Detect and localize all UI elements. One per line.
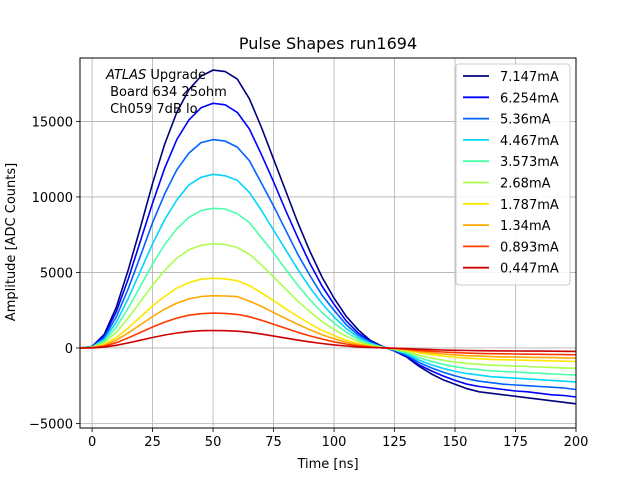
series-line [79, 69, 577, 405]
x-tick-label: 200 [564, 435, 589, 450]
y-axis-label: Amplitude [ADC Counts] [4, 163, 19, 321]
y-tick-label: −5000 [29, 417, 73, 432]
legend-entry: 3.573mA [500, 155, 559, 170]
x-tick-label: 125 [382, 435, 407, 450]
legend-entry: 7.147mA [500, 70, 559, 85]
legend-entry: 5.36mA [500, 113, 551, 128]
annotation-line: ATLAS Upgrade [105, 68, 206, 83]
x-tick-label: 75 [265, 435, 282, 450]
x-tick-label: 100 [322, 435, 347, 450]
series-line [79, 277, 577, 363]
y-tick-label: 5000 [40, 266, 73, 281]
x-tick-label: 150 [443, 435, 468, 450]
series-line [79, 173, 577, 383]
legend-entry: 1.34mA [500, 219, 551, 234]
legend-entry: 0.447mA [500, 262, 559, 277]
y-tick-label: 15000 [32, 115, 73, 130]
legend-entry: 0.893mA [500, 240, 559, 255]
legend-entry: 4.467mA [500, 134, 559, 149]
series-lines [79, 69, 577, 405]
x-tick-label: 25 [144, 435, 161, 450]
legend: 7.147mA 6.254mA 5.36mA 4.467mA 3.573mA 2.68mA… [455, 63, 571, 286]
atlas-annotation: ATLAS Upgrade Board 634 25ohm Ch059 7dB … [105, 68, 227, 117]
series-line [79, 138, 577, 391]
x-axis-label: Time [ns] [296, 457, 358, 472]
series-line [79, 329, 577, 353]
series-line [79, 207, 577, 376]
plot-frame [79, 57, 577, 429]
x-tick-label: 50 [205, 435, 222, 450]
chart-title: Pulse Shapes run1694 [239, 34, 417, 53]
y-tick-label: 10000 [32, 191, 73, 206]
legend-entry: 2.68mA [500, 177, 551, 192]
series-line [79, 294, 577, 359]
axis-ticks: 0 25 50 75 100 125 150 175 200 −5000 0 5000 10000 150… [29, 115, 588, 450]
series-line [79, 243, 577, 370]
series-line [79, 312, 577, 356]
legend-entry: 6.254mA [500, 91, 559, 106]
annotation-line: Ch059 7dB lo [106, 102, 198, 117]
series-line [79, 102, 577, 398]
x-tick-label: 0 [88, 435, 96, 450]
annotation-line: Board 634 25ohm [106, 85, 227, 100]
legend-entry: 1.787mA [500, 198, 559, 213]
x-tick-label: 175 [503, 435, 528, 450]
y-tick-label: 0 [65, 342, 73, 357]
